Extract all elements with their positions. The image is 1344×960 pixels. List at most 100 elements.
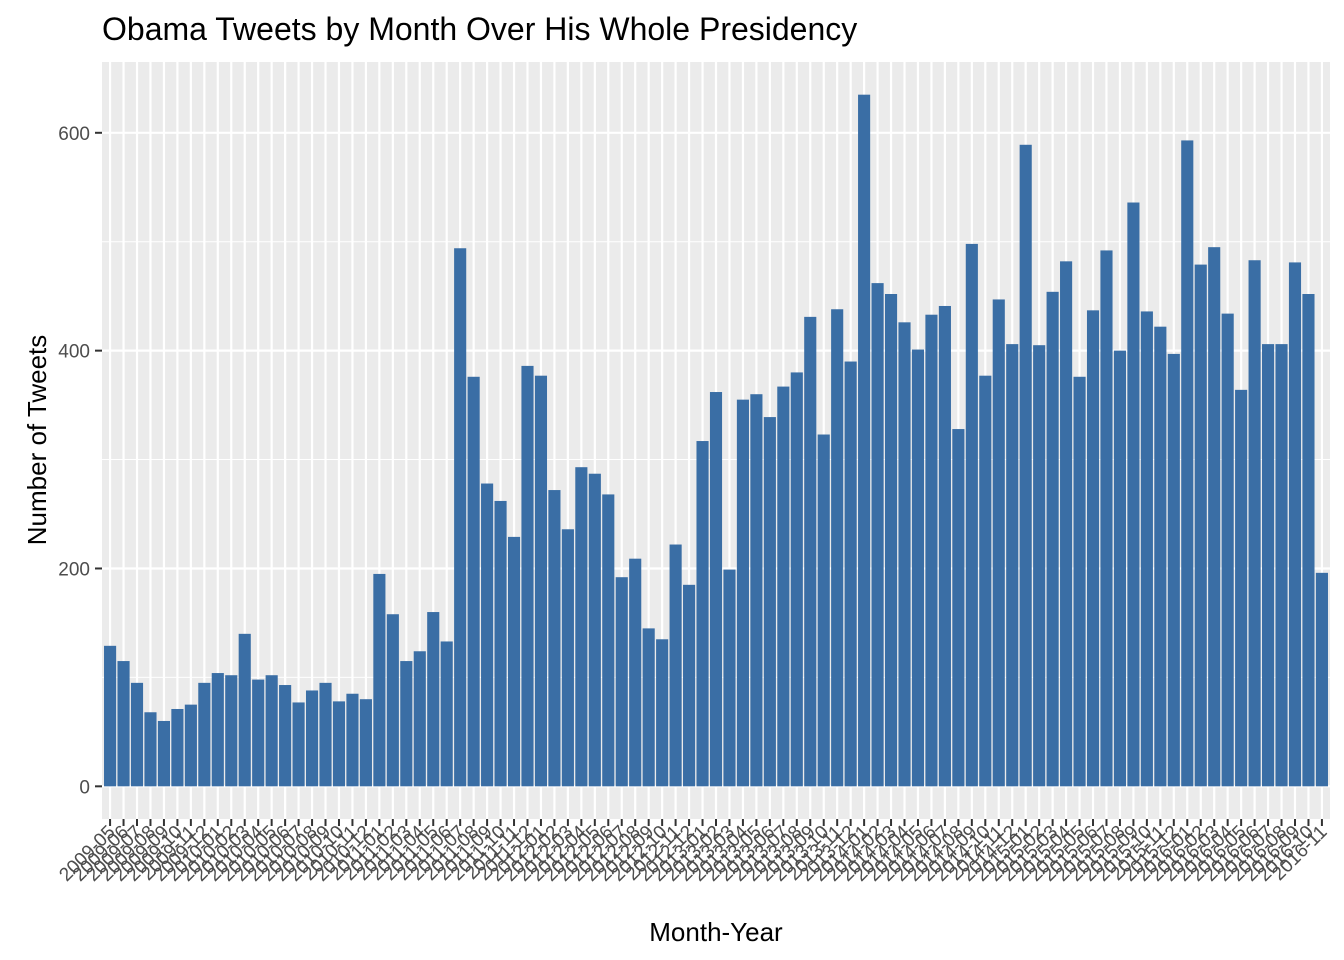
bar-2012-05 — [588, 473, 601, 787]
bar-2013-10 — [817, 434, 830, 787]
bar-2013-03 — [723, 569, 736, 787]
bar-2014-12 — [1006, 344, 1019, 787]
bar-2013-02 — [709, 392, 723, 787]
bar-2009-05 — [104, 645, 117, 787]
bar-2016-03 — [1208, 247, 1221, 787]
bar-2016-09 — [1288, 262, 1302, 787]
bar-2012-02 — [548, 490, 561, 787]
bar-2010-09 — [319, 682, 332, 787]
bar-2014-04 — [898, 322, 911, 787]
bar-2011-12 — [521, 365, 534, 787]
y-axis: 0 200 400 600 — [58, 124, 102, 798]
bar-2011-03 — [400, 661, 413, 787]
bar-2012-04 — [575, 467, 588, 787]
bar-2014-07 — [938, 305, 951, 787]
bar-2009-10 — [171, 708, 184, 787]
bar-2010-04 — [252, 679, 265, 787]
bar-2011-07 — [454, 248, 467, 787]
x-axis: 2009-052009-062009-072009-082009-092009-… — [55, 819, 1331, 886]
bar-2015-04 — [1060, 261, 1073, 787]
bar-2012-08 — [629, 558, 642, 787]
bar-2015-11 — [1154, 326, 1167, 787]
bar-2011-09 — [481, 483, 494, 787]
bar-2013-08 — [790, 372, 803, 787]
bar-2012-01 — [534, 375, 548, 787]
bar-2014-02 — [871, 283, 884, 787]
bar-2013-07 — [777, 386, 790, 787]
bar-2010-07 — [292, 702, 305, 787]
bar-2015-12 — [1167, 353, 1180, 787]
bar-2010-05 — [265, 675, 278, 787]
bar-2010-10 — [332, 701, 346, 787]
bar-2013-01 — [696, 441, 709, 787]
bar-2016-01 — [1181, 140, 1194, 787]
bar-2013-04 — [736, 399, 749, 787]
bar-2012-11 — [669, 544, 682, 787]
bar-2013-05 — [750, 394, 763, 787]
bar-2016-05 — [1235, 389, 1248, 787]
bar-2010-12 — [359, 699, 372, 787]
bar-2011-08 — [467, 376, 480, 787]
bar-2011-01 — [373, 573, 386, 787]
bar-2010-06 — [279, 685, 292, 787]
bar-2016-02 — [1194, 264, 1207, 787]
y-tick-label: 200 — [58, 559, 90, 580]
y-tick-label: 0 — [79, 777, 90, 798]
bar-2016-06 — [1248, 260, 1261, 787]
bar-2010-11 — [346, 693, 359, 787]
bar-2012-12 — [683, 584, 696, 787]
bar-2009-11 — [184, 704, 197, 787]
bar-2015-02 — [1033, 345, 1046, 787]
bar-2009-07 — [130, 682, 144, 787]
bar-2011-11 — [507, 536, 521, 787]
bar-2009-06 — [117, 661, 130, 787]
bar-2015-05 — [1073, 376, 1086, 787]
bar-2011-10 — [494, 500, 507, 787]
bar-2014-05 — [911, 349, 925, 787]
bar-2014-03 — [884, 294, 898, 787]
bar-2012-06 — [602, 494, 615, 787]
bar-2013-11 — [831, 309, 844, 787]
bar-2014-01 — [858, 94, 871, 787]
bar-2011-02 — [386, 614, 399, 787]
bar-2011-04 — [413, 651, 426, 787]
bar-2015-06 — [1086, 310, 1100, 787]
bar-2014-10 — [979, 375, 992, 787]
bar-2016-11 — [1315, 572, 1328, 787]
bar-2012-07 — [615, 577, 628, 787]
y-axis-title: Number of Tweets — [22, 335, 52, 546]
bar-2013-12 — [844, 361, 857, 787]
bar-2014-06 — [925, 314, 938, 787]
bar-2015-03 — [1046, 291, 1059, 787]
bar-2015-08 — [1113, 350, 1127, 787]
y-tick-label: 400 — [58, 342, 90, 363]
bar-2012-10 — [656, 639, 669, 787]
bar-2015-09 — [1127, 202, 1140, 787]
bars — [104, 94, 1328, 787]
bar-2014-09 — [965, 243, 978, 787]
bar-2011-06 — [440, 641, 453, 787]
bar-2013-06 — [763, 417, 776, 787]
bar-2015-10 — [1140, 311, 1153, 787]
bar-2014-11 — [992, 299, 1005, 787]
bar-2016-04 — [1221, 313, 1234, 787]
y-tick-label: 600 — [58, 124, 90, 145]
bar-2016-10 — [1302, 294, 1315, 787]
bar-2016-07 — [1262, 344, 1275, 787]
bar-2011-05 — [427, 612, 440, 787]
bar-2012-03 — [561, 529, 574, 787]
x-axis-title: Month-Year — [649, 917, 783, 947]
bar-2010-03 — [238, 633, 251, 787]
bar-2012-09 — [642, 628, 655, 787]
bar-2015-07 — [1100, 250, 1113, 787]
bar-2010-01 — [211, 673, 224, 787]
bar-2009-08 — [144, 712, 157, 787]
bar-2009-12 — [198, 682, 211, 787]
bar-2014-08 — [952, 429, 965, 787]
bar-2010-02 — [225, 675, 238, 787]
bar-2009-09 — [157, 720, 170, 787]
chart-title: Obama Tweets by Month Over His Whole Pre… — [102, 11, 857, 47]
bar-2013-09 — [804, 316, 817, 787]
bar-2016-08 — [1275, 344, 1288, 787]
